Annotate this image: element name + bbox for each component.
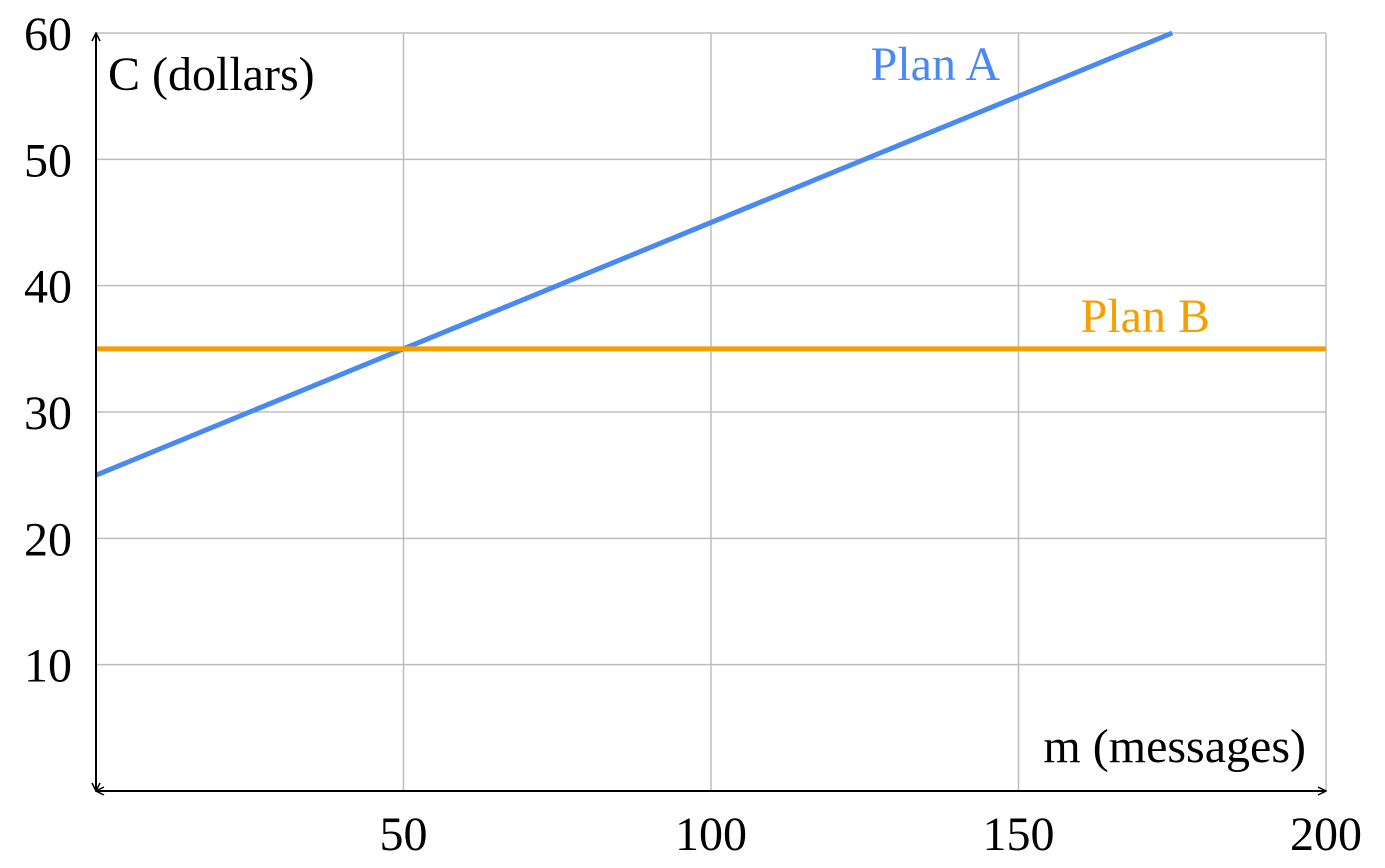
x-tick-label: 150 bbox=[983, 808, 1055, 861]
x-tick-label: 50 bbox=[380, 808, 428, 861]
y-axis-label: C (dollars) bbox=[108, 48, 315, 101]
series-label: Plan A bbox=[871, 38, 1001, 91]
y-tick-label: 30 bbox=[24, 387, 72, 440]
y-tick-label: 20 bbox=[24, 513, 72, 566]
y-tick-label: 60 bbox=[24, 8, 72, 61]
lines bbox=[95, 30, 1326, 478]
x-axis-label: m (messages) bbox=[1043, 720, 1306, 773]
x-tick-label: 100 bbox=[675, 808, 747, 861]
y-tick-label: 40 bbox=[24, 261, 72, 314]
series-line bbox=[95, 30, 1174, 478]
grid bbox=[96, 32, 1327, 791]
y-tick-label: 50 bbox=[24, 134, 72, 187]
series-label: Plan B bbox=[1081, 290, 1210, 343]
y-tick-label: 10 bbox=[24, 640, 72, 693]
x-tick-label: 200 bbox=[1290, 808, 1362, 861]
